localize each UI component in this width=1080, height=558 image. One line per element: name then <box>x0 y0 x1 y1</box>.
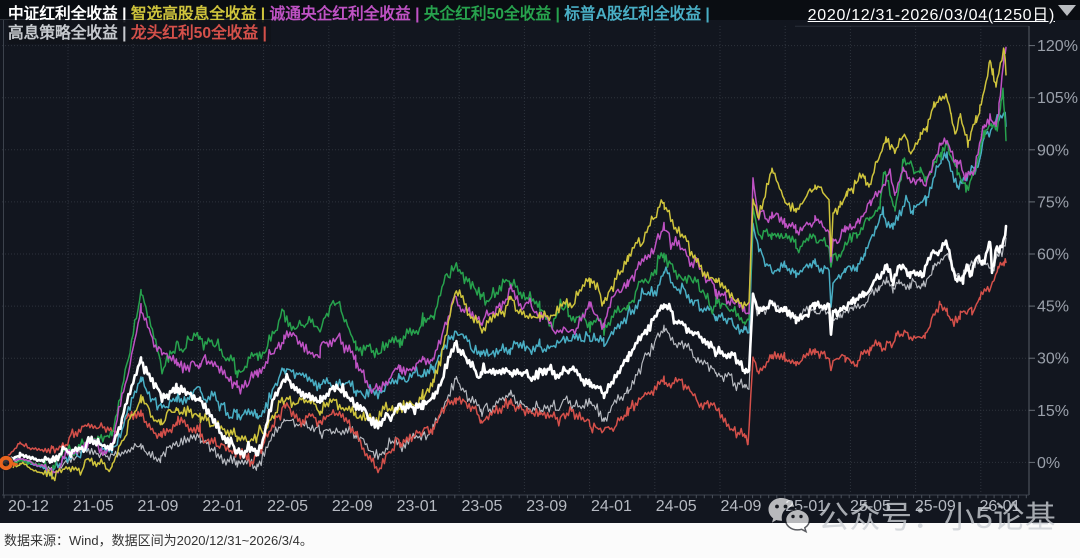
svg-text:22-09: 22-09 <box>332 498 373 515</box>
svg-text:75%: 75% <box>1037 194 1069 211</box>
svg-text:21-09: 21-09 <box>138 498 179 515</box>
svg-text:0%: 0% <box>1037 455 1060 472</box>
svg-text:24-09: 24-09 <box>721 498 762 515</box>
svg-text:20-12: 20-12 <box>8 498 49 515</box>
svg-text:26-01: 26-01 <box>980 498 1021 515</box>
svg-text:60%: 60% <box>1037 247 1069 264</box>
svg-text:90%: 90% <box>1037 142 1069 159</box>
svg-text:45%: 45% <box>1037 299 1069 316</box>
svg-text:24-01: 24-01 <box>591 498 632 515</box>
svg-text:24-05: 24-05 <box>656 498 697 515</box>
svg-text:22-05: 22-05 <box>267 498 308 515</box>
svg-text:23-01: 23-01 <box>397 498 438 515</box>
svg-text:22-01: 22-01 <box>202 498 243 515</box>
svg-text:120%: 120% <box>1037 38 1078 55</box>
svg-text:21-05: 21-05 <box>73 498 114 515</box>
svg-text:30%: 30% <box>1037 351 1069 368</box>
svg-text:15%: 15% <box>1037 403 1069 420</box>
svg-text:25-05: 25-05 <box>850 498 891 515</box>
svg-text:105%: 105% <box>1037 90 1078 107</box>
svg-text:25-09: 25-09 <box>915 498 956 515</box>
svg-text:23-05: 23-05 <box>461 498 502 515</box>
svg-text:23-09: 23-09 <box>526 498 567 515</box>
svg-text:公众号：小5论基: 公众号：小5论基 <box>818 500 1056 535</box>
